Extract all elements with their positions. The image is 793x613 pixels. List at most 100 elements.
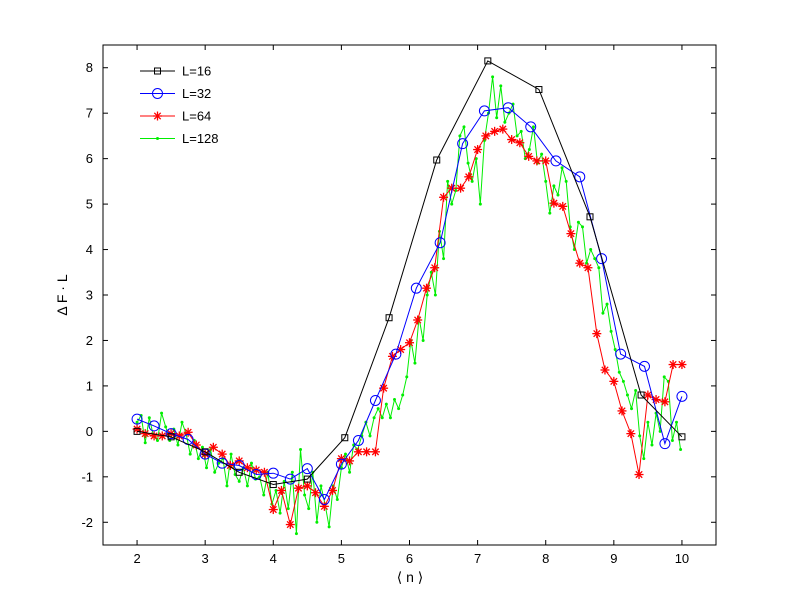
data-point	[515, 134, 519, 138]
data-point	[183, 427, 193, 437]
data-point	[474, 157, 478, 161]
data-point	[630, 407, 634, 411]
data-point	[473, 145, 483, 155]
data-point	[589, 248, 593, 252]
data-point	[319, 484, 323, 488]
data-point	[225, 484, 229, 488]
y-tick-label: -2	[81, 515, 93, 530]
data-point	[507, 135, 517, 145]
data-point	[677, 360, 687, 370]
data-point	[286, 507, 290, 511]
data-point	[327, 525, 331, 529]
data-point	[335, 458, 347, 470]
data-point	[384, 402, 388, 406]
data-point	[213, 470, 217, 474]
data-point	[276, 485, 286, 495]
data-point	[196, 457, 200, 461]
data-point	[348, 470, 352, 474]
data-point	[592, 329, 602, 339]
data-point	[311, 488, 321, 498]
y-tick-label: 4	[86, 242, 93, 257]
x-tick-label: 9	[610, 551, 617, 566]
data-point	[318, 494, 330, 506]
data-point	[167, 433, 175, 441]
data-point	[368, 434, 372, 438]
legend-item: L=128	[140, 131, 219, 146]
x-tick-label: 10	[675, 551, 689, 566]
data-point	[352, 434, 364, 446]
data-point	[262, 493, 266, 497]
y-tick-label: 1	[86, 378, 93, 393]
data-point	[343, 452, 347, 456]
data-point	[430, 263, 440, 273]
x-tick-label: 6	[406, 551, 413, 566]
data-point	[678, 433, 686, 441]
y-axis-label: Δ F · L	[54, 274, 70, 315]
data-point	[439, 192, 449, 202]
data-point	[605, 302, 609, 306]
series-line	[136, 76, 682, 534]
data-point	[235, 468, 243, 476]
data-point	[269, 481, 277, 489]
data-point	[646, 420, 650, 424]
data-point	[433, 156, 441, 164]
legend-label: L=32	[182, 86, 211, 101]
data-point	[556, 193, 560, 197]
data-point	[284, 473, 296, 485]
x-tick-label: 3	[202, 551, 209, 566]
legend-label: L=16	[182, 64, 211, 79]
legend: L=16 L=32 L=64 L=128	[140, 64, 219, 146]
y-tick-label: 8	[86, 60, 93, 75]
data-point	[339, 466, 343, 470]
data-point	[410, 282, 422, 294]
series-l64	[132, 124, 687, 530]
data-point	[566, 229, 576, 239]
data-point	[676, 390, 688, 402]
x-tick-label: 2	[133, 551, 140, 566]
data-point	[613, 348, 617, 352]
data-point	[670, 438, 674, 442]
data-point	[456, 183, 466, 193]
data-point	[205, 466, 209, 470]
data-point	[659, 438, 671, 450]
legend-marker	[156, 137, 159, 140]
data-point	[353, 447, 363, 457]
data-point	[626, 429, 636, 439]
x-tick-label: 8	[542, 551, 549, 566]
legend-marker	[154, 67, 161, 75]
data-point	[200, 445, 204, 449]
data-point	[267, 467, 279, 479]
data-point	[535, 86, 543, 94]
data-point	[282, 479, 286, 483]
data-point	[617, 406, 627, 416]
data-point	[237, 479, 241, 483]
data-point	[434, 237, 446, 249]
data-point	[502, 102, 514, 114]
data-point	[341, 434, 349, 442]
data-point	[388, 416, 392, 420]
data-point	[574, 171, 586, 183]
data-point	[466, 161, 470, 165]
data-point	[164, 425, 168, 429]
data-point	[552, 184, 556, 188]
data-point	[233, 459, 245, 471]
data-point	[176, 443, 180, 447]
series-line	[137, 60, 683, 486]
data-point	[307, 507, 311, 511]
data-point	[303, 493, 307, 497]
series-line	[136, 107, 683, 501]
axis-ticks: 2 3 4 5 6 7 8 9 10 -2 -1 0 1 2 3 4 5 6 7 8	[81, 45, 716, 566]
data-point	[278, 511, 282, 515]
legend-marker	[152, 88, 163, 99]
data-point	[481, 131, 491, 141]
data-point	[583, 263, 593, 273]
data-point	[250, 469, 262, 481]
data-point	[294, 532, 298, 536]
x-tick-label: 4	[270, 551, 277, 566]
data-point	[245, 484, 249, 488]
data-point	[229, 452, 233, 456]
data-point	[527, 148, 531, 152]
data-point	[372, 416, 376, 420]
